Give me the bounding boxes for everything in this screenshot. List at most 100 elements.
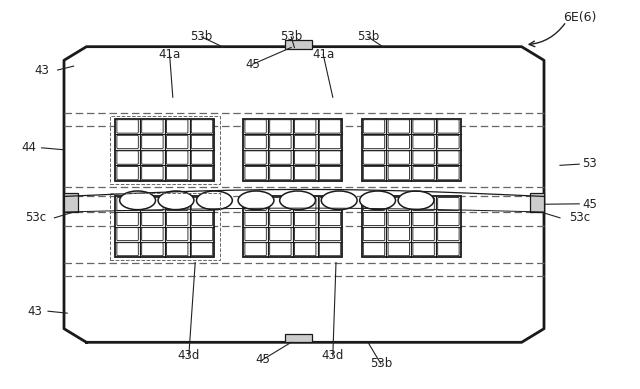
Text: 43d: 43d (322, 349, 344, 363)
FancyBboxPatch shape (191, 212, 212, 226)
FancyBboxPatch shape (191, 166, 212, 180)
FancyBboxPatch shape (294, 243, 316, 256)
FancyBboxPatch shape (294, 198, 316, 210)
FancyBboxPatch shape (166, 166, 188, 180)
Text: 45: 45 (255, 353, 270, 366)
FancyBboxPatch shape (141, 135, 163, 149)
Text: 43d: 43d (178, 349, 200, 363)
FancyBboxPatch shape (413, 151, 435, 164)
Ellipse shape (120, 191, 156, 210)
Text: 53c: 53c (568, 211, 590, 224)
Text: 43: 43 (34, 63, 49, 77)
FancyBboxPatch shape (319, 120, 340, 133)
Bar (115, 119, 214, 181)
FancyBboxPatch shape (191, 120, 212, 133)
Bar (530, 193, 544, 212)
FancyBboxPatch shape (117, 135, 138, 149)
Text: 43: 43 (28, 305, 43, 318)
FancyBboxPatch shape (364, 198, 385, 210)
FancyBboxPatch shape (438, 166, 459, 180)
Bar (110, 116, 220, 184)
Bar (285, 334, 312, 342)
Text: 6E(6): 6E(6) (563, 11, 596, 24)
Polygon shape (64, 47, 544, 342)
FancyBboxPatch shape (166, 135, 188, 149)
FancyBboxPatch shape (388, 243, 410, 256)
FancyBboxPatch shape (388, 228, 410, 241)
FancyBboxPatch shape (319, 151, 340, 164)
FancyBboxPatch shape (191, 135, 212, 149)
FancyBboxPatch shape (191, 243, 212, 256)
FancyBboxPatch shape (245, 135, 266, 149)
FancyBboxPatch shape (245, 212, 266, 226)
FancyBboxPatch shape (438, 212, 459, 226)
FancyBboxPatch shape (319, 243, 340, 256)
FancyBboxPatch shape (319, 198, 340, 210)
FancyBboxPatch shape (364, 166, 385, 180)
Text: 41a: 41a (159, 48, 180, 61)
Bar (64, 193, 78, 212)
FancyBboxPatch shape (166, 151, 188, 164)
FancyBboxPatch shape (388, 135, 410, 149)
FancyBboxPatch shape (141, 212, 163, 226)
FancyBboxPatch shape (438, 135, 459, 149)
FancyBboxPatch shape (191, 228, 212, 241)
Bar (362, 119, 461, 181)
FancyBboxPatch shape (388, 151, 410, 164)
FancyBboxPatch shape (269, 198, 291, 210)
FancyBboxPatch shape (319, 228, 340, 241)
FancyBboxPatch shape (141, 151, 163, 164)
FancyBboxPatch shape (245, 166, 266, 180)
Ellipse shape (158, 191, 194, 210)
FancyBboxPatch shape (294, 151, 316, 164)
FancyBboxPatch shape (245, 151, 266, 164)
FancyBboxPatch shape (413, 212, 435, 226)
FancyBboxPatch shape (117, 120, 138, 133)
FancyBboxPatch shape (117, 151, 138, 164)
Text: 41a: 41a (312, 48, 334, 61)
FancyBboxPatch shape (388, 198, 410, 210)
FancyBboxPatch shape (319, 135, 340, 149)
Text: 53: 53 (582, 157, 597, 170)
FancyBboxPatch shape (294, 135, 316, 149)
FancyBboxPatch shape (364, 135, 385, 149)
Ellipse shape (398, 191, 434, 210)
FancyBboxPatch shape (294, 166, 316, 180)
Bar (285, 40, 312, 49)
FancyBboxPatch shape (269, 228, 291, 241)
FancyBboxPatch shape (319, 166, 340, 180)
Bar (243, 196, 342, 257)
Bar (115, 196, 214, 257)
FancyBboxPatch shape (364, 243, 385, 256)
Bar (243, 119, 342, 181)
FancyBboxPatch shape (413, 243, 435, 256)
FancyBboxPatch shape (141, 243, 163, 256)
Text: 53b: 53b (191, 30, 212, 44)
FancyBboxPatch shape (269, 151, 291, 164)
FancyBboxPatch shape (319, 212, 340, 226)
FancyBboxPatch shape (388, 120, 410, 133)
FancyBboxPatch shape (438, 120, 459, 133)
FancyBboxPatch shape (294, 120, 316, 133)
FancyBboxPatch shape (364, 151, 385, 164)
FancyBboxPatch shape (166, 228, 188, 241)
FancyBboxPatch shape (413, 120, 435, 133)
FancyBboxPatch shape (191, 198, 212, 210)
FancyBboxPatch shape (388, 166, 410, 180)
FancyBboxPatch shape (245, 198, 266, 210)
FancyBboxPatch shape (269, 166, 291, 180)
FancyBboxPatch shape (438, 151, 459, 164)
Bar (110, 193, 220, 260)
Ellipse shape (196, 191, 232, 210)
FancyBboxPatch shape (364, 120, 385, 133)
Text: 45: 45 (245, 58, 260, 71)
FancyBboxPatch shape (438, 243, 459, 256)
FancyBboxPatch shape (141, 228, 163, 241)
FancyBboxPatch shape (364, 212, 385, 226)
FancyBboxPatch shape (166, 212, 188, 226)
FancyBboxPatch shape (438, 228, 459, 241)
FancyBboxPatch shape (413, 166, 435, 180)
FancyBboxPatch shape (117, 166, 138, 180)
FancyBboxPatch shape (166, 198, 188, 210)
Text: 45: 45 (582, 198, 597, 211)
